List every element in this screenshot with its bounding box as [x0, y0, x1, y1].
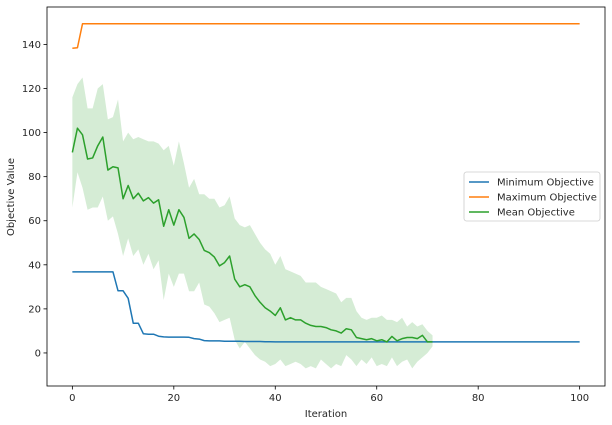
minimum-objective-line	[72, 271, 580, 343]
series-lines-layer	[71, 23, 580, 343]
y-tick-label: 0	[35, 348, 41, 359]
x-tick-label: 40	[269, 393, 282, 404]
legend-label-maximum-objective: Maximum Objective	[497, 193, 597, 204]
legend-label-mean-objective: Mean Objective	[497, 208, 575, 219]
y-tick-label: 40	[28, 260, 41, 271]
legend-box	[463, 171, 601, 222]
confidence-band-layer	[72, 77, 433, 369]
x-tick-label: 100	[570, 393, 589, 404]
y-tick-label: 140	[22, 40, 41, 51]
y-tick-label: 120	[22, 84, 41, 95]
y-tick-label: 60	[28, 216, 41, 227]
x-tick-label: 60	[370, 393, 383, 404]
plot-frame	[46, 6, 606, 387]
legend: Minimum Objective Maximum Objective Mean O…	[463, 171, 601, 222]
x-tick-label: 20	[167, 393, 180, 404]
y-axis: 0 20 40 60 80 100 120 140	[22, 40, 47, 359]
x-tick-label: 0	[69, 393, 75, 404]
mean-objective-band	[72, 77, 433, 369]
legend-label-minimum-objective: Minimum Objective	[497, 178, 594, 189]
mean-objective-line	[71, 127, 433, 343]
y-tick-label: 100	[22, 128, 41, 139]
x-tick-label: 80	[472, 393, 485, 404]
x-axis-label: Iteration	[305, 409, 347, 420]
x-axis: 0 20 40 60 80 100	[69, 386, 589, 404]
y-tick-label: 20	[28, 304, 41, 315]
y-axis-label: Objective Value	[6, 158, 17, 236]
maximum-objective-line	[72, 23, 580, 49]
y-tick-label: 80	[28, 172, 41, 183]
